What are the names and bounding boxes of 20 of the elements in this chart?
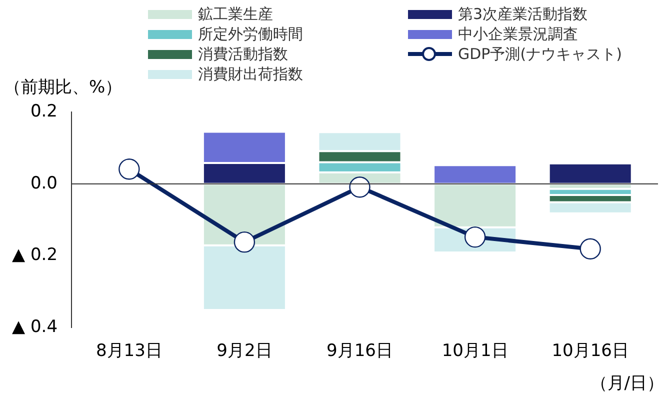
- legend-label: 消費財出荷指数: [198, 64, 303, 84]
- x-tick-label: 9月16日: [326, 341, 393, 362]
- legend-label: 所定外労働時間: [198, 24, 303, 44]
- y-tick-label: 0.2: [30, 101, 58, 122]
- legend-label: 鉱工業生産: [198, 4, 273, 24]
- x-tick-label: 10月16日: [552, 341, 629, 362]
- y-tick-label: 0.0: [30, 173, 58, 194]
- y-tick-label: ▲ 0.4: [12, 317, 58, 338]
- x-tick-label: 8月13日: [96, 341, 162, 362]
- legend-label: 中小企業景況調査: [458, 24, 578, 44]
- x-tick-label: 10月1日: [442, 341, 508, 362]
- legend-label: 消費活動指数: [198, 44, 288, 64]
- x-tick-label: 9月2日: [216, 341, 272, 362]
- y-tick-label: ▲ 0.2: [12, 245, 58, 266]
- point: [349, 176, 370, 198]
- legend-label: GDP予測(ナウキャスト): [458, 44, 622, 64]
- y-axis-title: （前期比、%）: [4, 77, 122, 98]
- legend-label: 第3次産業活動指数: [458, 4, 588, 24]
- point: [234, 231, 256, 253]
- x-axis-title: （月/日）: [590, 373, 664, 394]
